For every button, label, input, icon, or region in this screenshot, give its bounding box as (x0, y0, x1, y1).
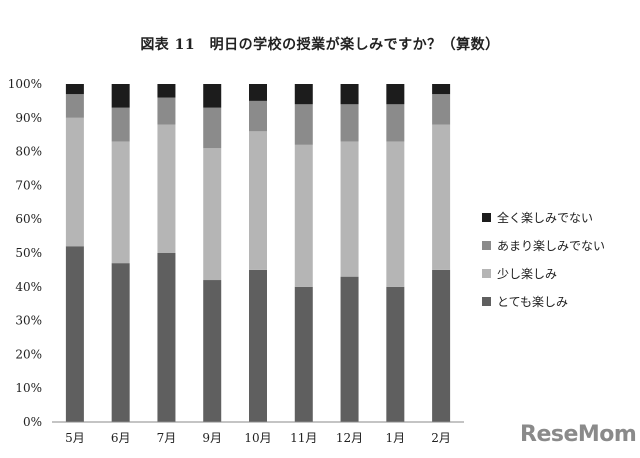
bar-segment (340, 141, 359, 277)
bar-segment (294, 144, 313, 287)
bar-segment (203, 280, 222, 422)
bar-segment (386, 286, 405, 422)
bar-segment (111, 263, 130, 422)
y-tick-label: 10% (15, 381, 42, 395)
x-tick-label: 12月 (336, 431, 363, 445)
x-tick-label: 1月 (386, 431, 406, 445)
bar-segment (294, 286, 313, 422)
bar-segment (432, 94, 451, 125)
legend-item: とても楽しみ (482, 292, 605, 310)
legend-label: あまり楽しみでない (497, 238, 606, 253)
bar-segment (249, 269, 267, 422)
chart-title: 図表 11 明日の学校の授業が楽しみですか？（算数） (140, 37, 500, 53)
y-tick-label: 20% (15, 347, 42, 361)
resemom-logo: ReseMom (520, 422, 637, 447)
x-tick-label: 9月 (202, 431, 222, 445)
y-tick-label: 50% (15, 246, 42, 260)
legend-label: 全く楽しみでない (497, 210, 594, 225)
bar-segment (249, 131, 267, 270)
bar-segment (65, 246, 84, 422)
bar-segment (65, 94, 84, 118)
bar-segment (294, 84, 313, 105)
bar-segment (340, 104, 359, 142)
y-tick-label: 0% (23, 415, 42, 429)
y-tick-label: 80% (15, 145, 42, 159)
chart-legend: 全く楽しみでない あまり楽しみでない 少し楽しみとても楽しみ (482, 208, 605, 320)
legend-item: 少し楽しみ (482, 264, 605, 282)
bar-segment (432, 84, 451, 95)
bar-segment (203, 107, 222, 149)
bar-segment (157, 124, 176, 253)
bar-segment (111, 107, 130, 142)
y-tick-label: 70% (15, 178, 42, 192)
bar-segment (65, 117, 84, 247)
y-tick-label: 30% (15, 314, 42, 328)
bar-segment (386, 104, 405, 142)
x-tick-label: 5月 (65, 431, 85, 445)
legend-label: とても楽しみ (497, 294, 569, 309)
x-tick-label: 6月 (111, 431, 131, 445)
bar-segment (294, 104, 313, 145)
bar-segment (432, 269, 451, 422)
y-tick-label: 100% (8, 77, 42, 91)
x-tick-label: 2月 (431, 431, 451, 445)
bar-segment (65, 84, 84, 95)
bar-segment (203, 84, 222, 108)
bar-segment (340, 276, 359, 422)
legend-label: 少し楽しみ (497, 266, 558, 281)
bar-segment (203, 148, 222, 281)
y-tick-label: 60% (15, 212, 42, 226)
bar-segment (249, 100, 267, 132)
legend-swatch (482, 240, 491, 250)
bar-segment (111, 141, 130, 264)
legend-item: あまり楽しみでない (482, 236, 605, 254)
y-tick-label: 90% (15, 111, 42, 125)
bar-segment (386, 141, 405, 287)
legend-item: 全く楽しみでない (482, 208, 605, 226)
x-tick-label: 10月 (244, 431, 271, 445)
bar-segment (111, 84, 130, 108)
bar-segment (340, 84, 359, 105)
bar-segment (157, 84, 176, 98)
legend-swatch (482, 212, 491, 222)
y-tick-label: 40% (15, 280, 42, 294)
legend-swatch (482, 268, 491, 278)
legend-swatch (482, 296, 491, 306)
bar-segment (386, 84, 405, 105)
x-tick-label: 7月 (157, 431, 177, 445)
bar-segment (157, 97, 176, 125)
bar-segment (157, 253, 176, 422)
bar-segment (432, 124, 451, 270)
bar-segment (249, 84, 267, 101)
x-tick-label: 11月 (290, 431, 317, 445)
